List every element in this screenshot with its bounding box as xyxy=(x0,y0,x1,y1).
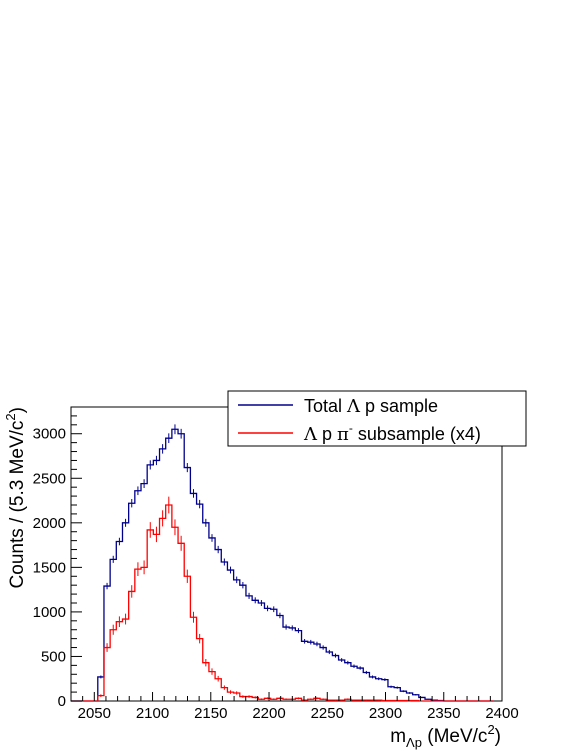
series-subsample xyxy=(71,496,493,702)
series-layer xyxy=(71,424,493,702)
x-tick-label: 2100 xyxy=(136,705,169,722)
axes-layer: 2050 2100 2150 2200 2250 2300 2350 2400 0 500 1000… xyxy=(33,406,519,722)
y-tick-label: 0 xyxy=(58,693,66,710)
x-tick-label: 2050 xyxy=(78,705,111,722)
legend: Total Λ p sample Λ p π- subsample (x4) xyxy=(227,390,527,447)
y-tick-label: 1000 xyxy=(33,604,66,621)
x-tick-label: 2250 xyxy=(311,705,344,722)
x-tick-label: 2150 xyxy=(194,705,227,722)
legend-box xyxy=(227,390,527,447)
legend-label-total: Total Λ p sample xyxy=(304,396,438,417)
y-tick-label: 2000 xyxy=(33,515,66,532)
y-tick-label: 2500 xyxy=(33,470,66,487)
y-tick-label: 3000 xyxy=(33,426,66,443)
x-tick-label: 2300 xyxy=(369,705,402,722)
x-tick-label: 2400 xyxy=(485,705,518,722)
x-tick-label: 2200 xyxy=(252,705,285,722)
x-axis-title: mΛp (MeV/c2) xyxy=(390,722,501,750)
histogram-line xyxy=(71,504,493,702)
y-axis-title: Counts / (5.3 MeV/c2) xyxy=(3,407,28,588)
series-total xyxy=(71,424,493,702)
plot-frame xyxy=(70,406,503,702)
histogram-line xyxy=(71,428,493,702)
y-tick-label: 500 xyxy=(41,648,66,665)
legend-label-subsample: Λ p π- subsample (x4) xyxy=(303,421,481,445)
x-tick-label: 2350 xyxy=(427,705,460,722)
y-tick-label: 1500 xyxy=(33,559,66,576)
